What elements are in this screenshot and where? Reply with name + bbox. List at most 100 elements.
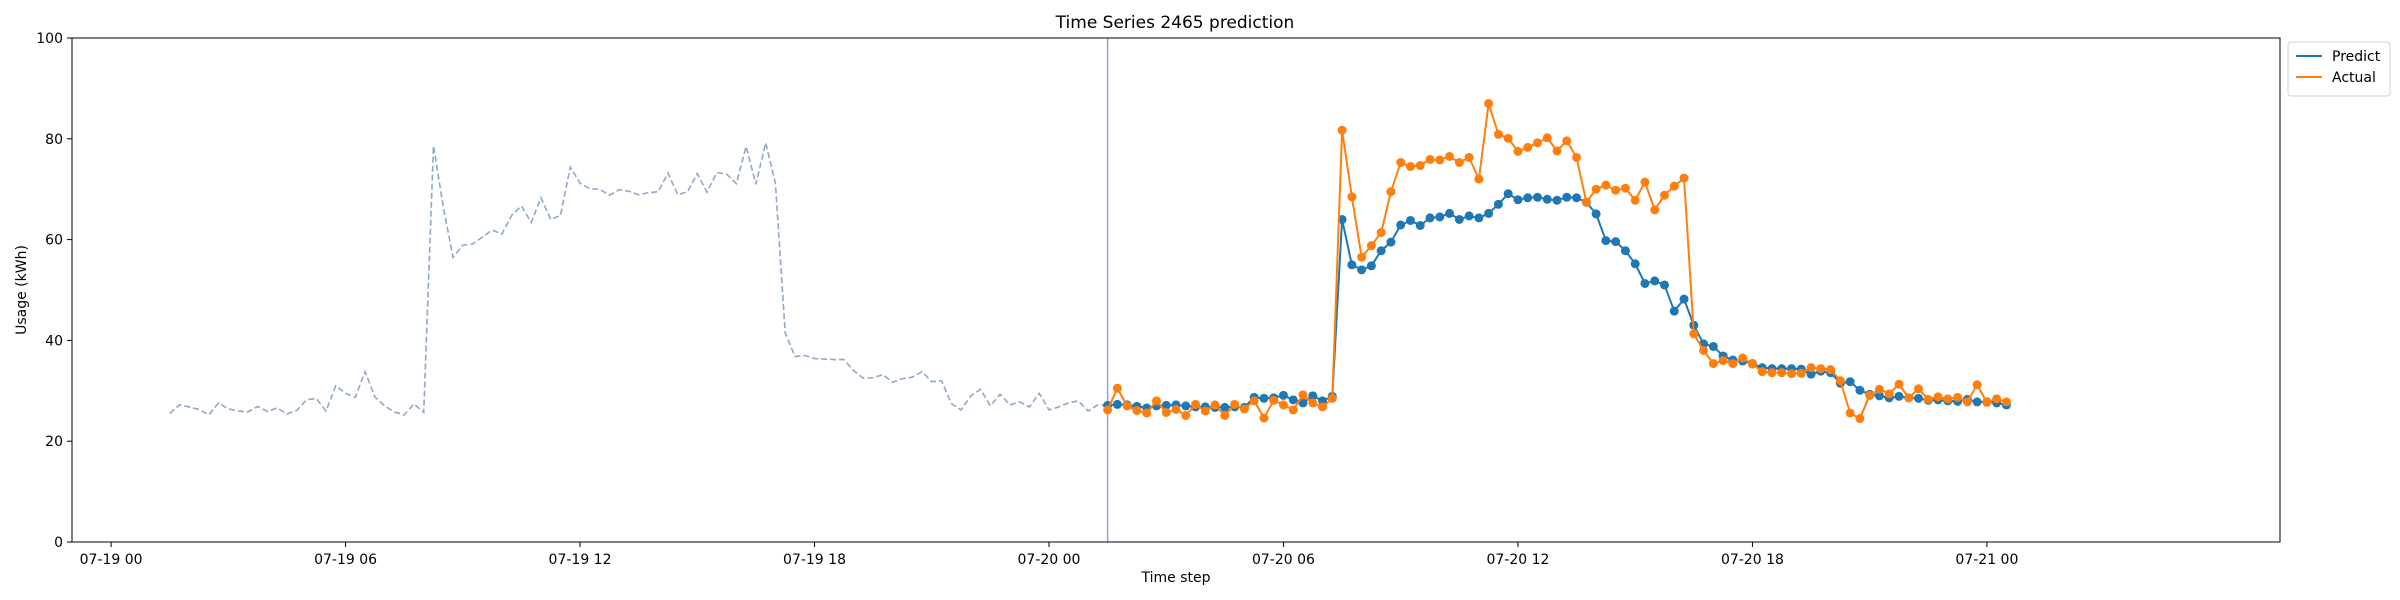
data-point-actual-10 <box>1200 406 1210 416</box>
data-point-prediction-35 <box>1445 208 1455 218</box>
legend-label-prediction: Predict <box>2332 49 2381 65</box>
series-line-history <box>169 142 1108 417</box>
data-point-actual-22 <box>1318 402 1328 412</box>
data-point-actual-80 <box>1884 389 1894 399</box>
data-point-prediction-46 <box>1552 195 1562 205</box>
data-point-prediction-39 <box>1484 208 1494 218</box>
data-point-actual-29 <box>1386 187 1396 197</box>
data-point-actual-61 <box>1699 345 1709 355</box>
data-point-actual-65 <box>1738 353 1748 363</box>
data-point-actual-59 <box>1679 173 1689 183</box>
data-point-prediction-72 <box>1806 369 1816 379</box>
data-point-prediction-6 <box>1161 400 1171 410</box>
data-point-actual-11 <box>1210 400 1220 410</box>
data-point-actual-19 <box>1288 405 1298 415</box>
data-point-actual-51 <box>1601 180 1611 190</box>
data-point-prediction-48 <box>1572 193 1582 203</box>
data-point-actual-89 <box>1972 380 1982 390</box>
data-point-prediction-34 <box>1435 212 1445 222</box>
data-point-actual-79 <box>1874 384 1884 394</box>
data-point-prediction-62 <box>1708 341 1718 351</box>
data-point-prediction-52 <box>1611 237 1621 247</box>
data-point-prediction-54 <box>1630 259 1640 269</box>
data-point-actual-9 <box>1191 399 1201 409</box>
axes-frame <box>71 37 2281 543</box>
data-point-actual-72 <box>1806 363 1816 373</box>
data-point-actual-83 <box>1914 384 1924 394</box>
y-axis: 0 20 40 60 80 100 <box>36 31 72 551</box>
data-point-prediction-55 <box>1640 278 1650 288</box>
data-point-prediction-59 <box>1679 294 1689 304</box>
data-point-prediction-76 <box>1845 377 1855 387</box>
data-point-prediction-18 <box>1278 390 1288 400</box>
data-point-actual-38 <box>1474 174 1484 184</box>
data-point-prediction-1 <box>1112 399 1122 409</box>
data-point-actual-73 <box>1816 364 1826 374</box>
data-point-actual-25 <box>1347 192 1357 202</box>
x-tick-label-3: 07-19 18 <box>783 552 846 568</box>
data-point-actual-3 <box>1132 405 1142 415</box>
data-point-prediction-50 <box>1591 209 1601 219</box>
data-point-actual-6 <box>1161 407 1171 417</box>
data-point-prediction-89 <box>1972 397 1982 407</box>
data-point-prediction-81 <box>1894 391 1904 401</box>
data-point-actual-14 <box>1239 404 1249 414</box>
y-tick-label-4: 80 <box>45 132 63 148</box>
x-tick-label-0: 07-19 00 <box>80 552 143 568</box>
data-point-actual-50 <box>1591 184 1601 194</box>
data-point-prediction-42 <box>1513 195 1523 205</box>
data-point-actual-69 <box>1777 368 1787 378</box>
x-tick-label-4: 07-20 00 <box>1018 552 1081 568</box>
data-point-prediction-31 <box>1405 215 1415 225</box>
data-point-actual-42 <box>1513 146 1523 156</box>
series-line-prediction <box>1107 192 2007 409</box>
data-point-actual-21 <box>1308 398 1318 408</box>
data-point-actual-68 <box>1767 368 1777 378</box>
data-point-actual-74 <box>1826 365 1836 375</box>
data-point-actual-28 <box>1376 228 1386 238</box>
data-point-prediction-57 <box>1660 280 1669 290</box>
data-point-prediction-51 <box>1601 236 1611 246</box>
data-point-prediction-12 <box>1220 402 1230 412</box>
data-point-actual-18 <box>1278 400 1288 410</box>
data-point-prediction-44 <box>1532 192 1542 202</box>
data-point-actual-54 <box>1630 195 1640 205</box>
data-point-actual-58 <box>1669 181 1679 191</box>
data-point-actual-2 <box>1122 401 1132 411</box>
data-point-actual-24 <box>1337 125 1347 135</box>
data-point-actual-20 <box>1298 390 1308 400</box>
data-point-actual-33 <box>1425 154 1435 164</box>
data-point-actual-52 <box>1611 185 1621 195</box>
data-point-actual-7 <box>1171 404 1181 414</box>
data-point-actual-27 <box>1366 241 1376 251</box>
data-point-prediction-77 <box>1855 385 1865 395</box>
data-point-actual-43 <box>1523 142 1533 152</box>
data-point-prediction-58 <box>1669 306 1679 316</box>
y-tick-label-3: 60 <box>45 233 63 249</box>
series-prediction <box>1103 189 2011 413</box>
data-point-actual-75 <box>1835 376 1845 386</box>
data-point-actual-86 <box>1943 394 1953 404</box>
y-tick-label-5: 100 <box>36 31 63 47</box>
data-point-prediction-26 <box>1357 265 1367 275</box>
x-tick-label-2: 07-19 12 <box>549 552 612 568</box>
data-point-actual-46 <box>1552 146 1562 156</box>
data-point-actual-66 <box>1747 359 1757 369</box>
data-point-actual-84 <box>1923 394 1933 404</box>
data-point-actual-77 <box>1855 414 1865 424</box>
data-point-actual-53 <box>1620 183 1630 193</box>
data-point-prediction-79 <box>1874 391 1884 401</box>
data-point-prediction-36 <box>1454 214 1464 224</box>
data-point-actual-57 <box>1660 190 1669 200</box>
data-point-actual-64 <box>1728 359 1738 369</box>
data-point-actual-1 <box>1112 383 1122 393</box>
data-point-actual-81 <box>1894 379 1904 389</box>
plot-area <box>169 38 2011 542</box>
data-point-prediction-56 <box>1650 276 1660 286</box>
data-point-prediction-20 <box>1298 398 1308 408</box>
data-point-actual-39 <box>1484 99 1494 109</box>
chart-title: Time Series 2465 prediction <box>1055 13 1295 33</box>
data-point-prediction-25 <box>1347 260 1357 270</box>
data-point-prediction-33 <box>1425 213 1435 223</box>
data-point-actual-47 <box>1562 136 1572 146</box>
